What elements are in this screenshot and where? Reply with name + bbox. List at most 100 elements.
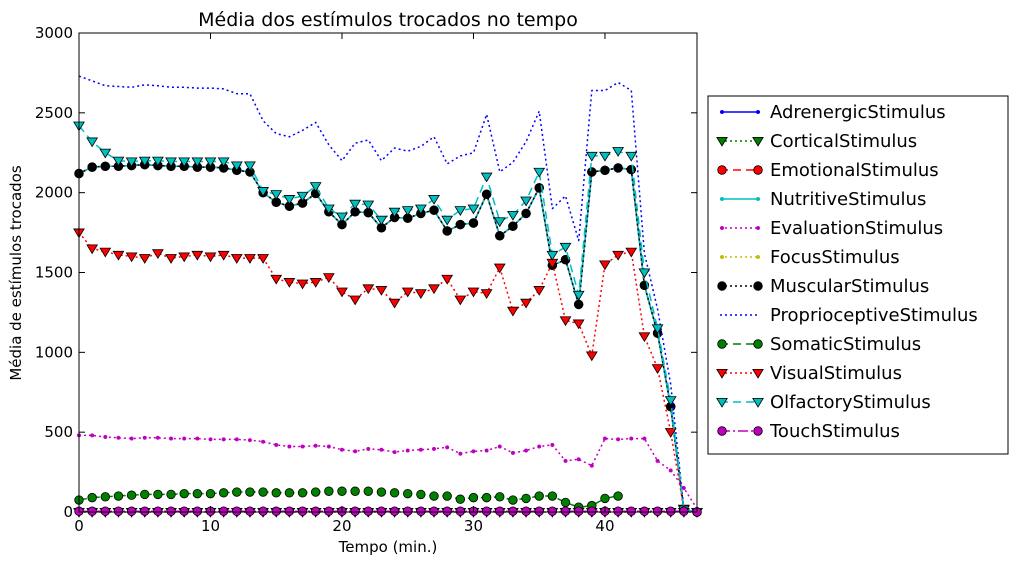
- x-axis-label: Tempo (min.): [338, 538, 438, 556]
- data-point-TouchStimulus: [363, 506, 373, 516]
- data-point-OlfactoryStimulus: [599, 151, 611, 162]
- data-point-OlfactoryStimulus: [454, 206, 467, 216]
- data-point-EvaluationStimulus: [90, 433, 95, 438]
- data-point-SomaticStimulus: [179, 488, 189, 499]
- data-point-OlfactoryStimulus: [191, 157, 204, 168]
- data-point-EvaluationStimulus: [602, 436, 608, 441]
- legend-item-VisualStimulus: VisualStimulus: [716, 363, 902, 384]
- data-point-TouchStimulus: [560, 506, 571, 516]
- data-point-EvaluationStimulus: [208, 437, 213, 442]
- data-point-VisualStimulus: [428, 284, 440, 295]
- data-point-SomaticStimulus: [613, 491, 623, 501]
- series-line-NutritiveStimulus: [78, 163, 698, 513]
- data-point-MuscularStimulus: [626, 164, 636, 175]
- data-point-EvaluationStimulus: [484, 448, 489, 453]
- data-point-EvaluationStimulus: [221, 437, 226, 442]
- legend-box: [707, 95, 1009, 455]
- legend-marker: [752, 397, 764, 408]
- data-point-TouchStimulus: [652, 506, 663, 516]
- data-point-VisualStimulus: [362, 284, 375, 295]
- data-point-VisualStimulus: [244, 254, 256, 264]
- x-tick-label: 30: [464, 517, 483, 535]
- data-point-EvaluationStimulus: [168, 436, 174, 441]
- data-point-EvaluationStimulus: [261, 439, 266, 444]
- data-point-SomaticStimulus: [389, 488, 400, 498]
- data-point-SomaticStimulus: [600, 493, 610, 504]
- data-point-TouchStimulus: [153, 506, 163, 516]
- data-point-VisualStimulus: [520, 298, 532, 309]
- data-point-SomaticStimulus: [192, 488, 203, 499]
- data-point-SomaticStimulus: [166, 489, 176, 500]
- data-point-EvaluationStimulus: [418, 447, 423, 452]
- data-point-VisualStimulus: [414, 289, 427, 299]
- legend-marker: [717, 165, 727, 175]
- data-point-VisualStimulus: [349, 295, 362, 306]
- data-point-TouchStimulus: [455, 506, 466, 516]
- data-point-EvaluationStimulus: [405, 448, 410, 453]
- legend-marker: [719, 109, 725, 115]
- data-point-SomaticStimulus: [284, 488, 295, 498]
- data-point-VisualStimulus: [257, 254, 269, 264]
- data-point-TouchStimulus: [192, 506, 203, 516]
- data-point-EvaluationStimulus: [392, 450, 397, 455]
- y-tick-label: 2500: [35, 104, 73, 122]
- series-line-EmotionalStimulus: [78, 163, 698, 513]
- data-point-SomaticStimulus: [113, 491, 124, 501]
- legend-item-NutritiveStimulus: NutritiveStimulus: [719, 189, 926, 210]
- data-point-VisualStimulus: [283, 278, 296, 288]
- data-point-OlfactoryStimulus: [178, 157, 191, 168]
- legend-marker: [755, 196, 761, 202]
- series-OlfactoryStimulus: [73, 121, 703, 518]
- data-point-EvaluationStimulus: [642, 436, 647, 441]
- data-point-SomaticStimulus: [376, 487, 387, 497]
- data-point-MuscularStimulus: [429, 205, 439, 215]
- data-point-VisualStimulus: [138, 254, 151, 264]
- series-MuscularStimulus: [74, 160, 702, 517]
- data-point-SomaticStimulus: [363, 486, 373, 496]
- legend-marker: [753, 339, 763, 349]
- data-point-VisualStimulus: [112, 250, 125, 261]
- data-point-SomaticStimulus: [508, 495, 518, 505]
- legend-marker: [753, 165, 763, 175]
- data-point-OlfactoryStimulus: [336, 212, 348, 223]
- series-VisualStimulus: [73, 228, 703, 518]
- data-point-TouchStimulus: [481, 506, 492, 516]
- data-point-TouchStimulus: [666, 506, 676, 516]
- data-point-TouchStimulus: [126, 506, 137, 516]
- data-point-SomaticStimulus: [337, 486, 347, 496]
- legend-marker: [752, 136, 764, 147]
- data-point-VisualStimulus: [441, 274, 454, 285]
- data-point-OlfactoryStimulus: [230, 161, 243, 172]
- data-point-VisualStimulus: [507, 306, 519, 317]
- data-point-TouchStimulus: [245, 506, 255, 516]
- data-point-TouchStimulus: [626, 506, 636, 516]
- data-point-VisualStimulus: [533, 286, 546, 296]
- data-point-OlfactoryStimulus: [559, 242, 572, 253]
- data-point-MuscularStimulus: [613, 163, 623, 173]
- data-point-EvaluationStimulus: [155, 435, 160, 440]
- data-point-SomaticStimulus: [481, 492, 492, 503]
- data-point-OlfactoryStimulus: [401, 206, 414, 216]
- data-point-OlfactoryStimulus: [283, 195, 296, 205]
- legend-marker: [717, 426, 727, 436]
- data-point-OlfactoryStimulus: [480, 172, 493, 183]
- data-point-TouchStimulus: [87, 506, 97, 516]
- data-point-TouchStimulus: [613, 506, 623, 516]
- plot-area: [73, 75, 703, 518]
- legend-item-SomaticStimulus: SomaticStimulus: [717, 334, 921, 355]
- legend-marker: [719, 196, 725, 202]
- data-point-VisualStimulus: [99, 247, 112, 258]
- series-EvaluationStimulus: [76, 433, 700, 511]
- data-point-TouchStimulus: [442, 506, 452, 516]
- data-point-TouchStimulus: [521, 506, 531, 516]
- data-point-OlfactoryStimulus: [99, 148, 112, 159]
- legend-marker: [755, 225, 761, 231]
- data-point-MuscularStimulus: [508, 221, 518, 231]
- data-point-EvaluationStimulus: [195, 436, 200, 441]
- data-point-TouchStimulus: [113, 506, 124, 516]
- data-point-SomaticStimulus: [153, 489, 163, 500]
- data-point-SomaticStimulus: [245, 487, 255, 497]
- data-point-OlfactoryStimulus: [638, 268, 651, 279]
- data-point-VisualStimulus: [165, 254, 177, 264]
